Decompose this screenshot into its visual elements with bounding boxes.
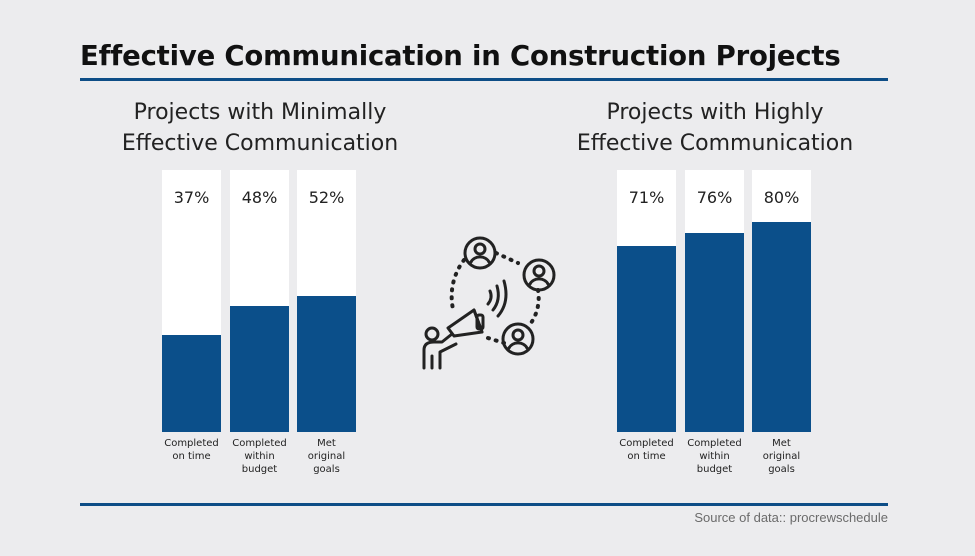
category-label-line: budget (696, 464, 733, 475)
chart-title: Effective Communication in Construction … (80, 40, 841, 72)
category-label-line: on time (172, 451, 211, 462)
source-note: Source of data:: procrewschedule (694, 510, 888, 525)
left-bar-value-label-2: 48% (241, 188, 278, 207)
category-label-line: Completed (232, 438, 287, 449)
right-bar-value-label-3: 80% (763, 188, 800, 207)
left-bar-value-label-1: 37% (173, 188, 210, 207)
left-bar-2 (230, 306, 289, 432)
left-panel-title-line-1: Projects with Minimally (133, 100, 387, 125)
left-category-label-3: Met original goals (291, 437, 363, 476)
left-panel-title-line-2: Effective Communication (121, 131, 399, 156)
category-label-line: Met (317, 438, 336, 449)
left-bar-track-2: 48% (230, 170, 289, 432)
right-bar-value-label-1: 71% (628, 188, 665, 207)
category-label-line: goals (768, 464, 795, 475)
megaphone-people-network-icon (422, 236, 556, 370)
right-bar-value-label-2: 76% (696, 188, 733, 207)
category-label-line: Met (772, 438, 791, 449)
right-bar-track-1: 71% (617, 170, 676, 432)
right-panel-title: Projects with Highly Effective Communica… (550, 97, 880, 159)
left-bar-1 (162, 335, 221, 432)
right-category-label-2: Completed within budget (679, 437, 751, 476)
category-label-line: within (244, 451, 275, 462)
category-label-line: on time (627, 451, 666, 462)
right-panel-title-line-1: Projects with Highly (606, 100, 824, 125)
left-bar-track-3: 52% (297, 170, 356, 432)
left-bar-3 (297, 295, 356, 432)
left-bar-track-1: 37% (162, 170, 221, 432)
category-label-line: goals (313, 464, 340, 475)
right-bar-1 (617, 245, 676, 432)
left-category-label-1: Completed on time (156, 437, 228, 463)
category-label-line: original (307, 451, 346, 462)
right-bar-track-2: 76% (685, 170, 744, 432)
right-bar-2 (685, 232, 744, 432)
title-divider (80, 78, 888, 81)
left-category-label-2: Completed within budget (224, 437, 296, 476)
category-label-line: Completed (619, 438, 674, 449)
left-panel-title: Projects with Minimally Effective Commun… (95, 97, 425, 159)
right-bar-3 (752, 222, 811, 432)
right-category-label-1: Completed on time (611, 437, 683, 463)
category-label-line: within (699, 451, 730, 462)
category-label-line: original (762, 451, 801, 462)
right-bar-track-3: 80% (752, 170, 811, 432)
category-label-line: Completed (164, 438, 219, 449)
right-panel-title-line-2: Effective Communication (576, 131, 854, 156)
category-label-line: Completed (687, 438, 742, 449)
footer-divider (80, 503, 888, 506)
right-category-label-3: Met original goals (746, 437, 818, 476)
left-bar-value-label-3: 52% (308, 188, 345, 207)
category-label-line: budget (241, 464, 278, 475)
